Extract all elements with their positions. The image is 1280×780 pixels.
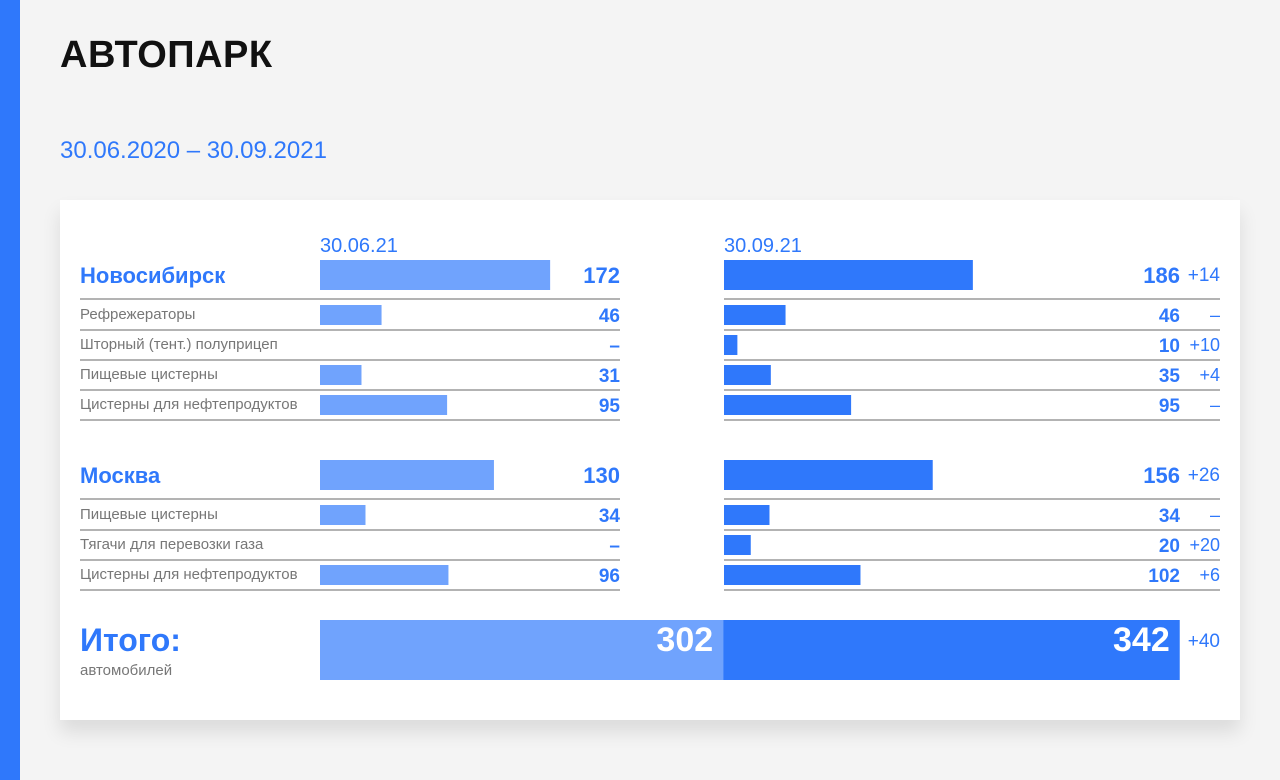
fleet-chart-card: 30.06.21 30.09.21 Новосибирск 172 186 +14 Рефр…	[60, 200, 1240, 720]
row-label: Пищевые цистерны	[80, 366, 218, 383]
column-date-2: 30.09.21	[724, 235, 802, 257]
left-accent-stripe	[0, 0, 20, 780]
row-value: 95	[1159, 396, 1181, 417]
row-delta: –	[1210, 505, 1220, 525]
row-bar	[724, 535, 751, 555]
group-delta: +26	[1188, 465, 1220, 486]
group-bar	[724, 460, 933, 490]
total-sublabel: автомобилей	[80, 662, 172, 679]
column-date-1: 30.06.21	[320, 235, 398, 257]
group-delta: +14	[1188, 265, 1221, 286]
row-value: 20	[1159, 536, 1180, 557]
group-value: 130	[583, 463, 620, 488]
row-value: 46	[1159, 306, 1180, 327]
row-bar	[724, 565, 861, 585]
row-label: Тягачи для перевозки газа	[80, 536, 264, 553]
fleet-chart: 30.06.21 30.09.21 Новосибирск 172 186 +14 Рефр…	[80, 235, 1221, 680]
row-value: –	[609, 536, 620, 557]
row-value: 46	[599, 306, 620, 327]
total-delta: +40	[1188, 631, 1220, 652]
row-delta: +4	[1199, 365, 1220, 385]
row-value: 102	[1148, 566, 1180, 587]
date-range: 30.06.2020 – 30.09.2021	[60, 137, 327, 164]
row-value: 10	[1159, 336, 1180, 357]
row-delta: –	[1210, 395, 1220, 415]
group-bar	[724, 260, 973, 290]
total-bar-2	[723, 620, 1180, 680]
row-delta: +6	[1199, 565, 1220, 585]
page-title: АВТОПАРК	[60, 34, 273, 76]
group-value: 156	[1143, 463, 1180, 488]
row-bar	[320, 505, 366, 525]
row-bar	[320, 395, 448, 415]
row-label: Цистерны для нефтепродуктов	[80, 396, 298, 413]
total-label: Итого:	[80, 622, 181, 658]
row-label: Цистерны для нефтепродуктов	[80, 566, 298, 583]
row-bar	[724, 335, 738, 355]
total-bar-1	[320, 620, 724, 680]
row-value: –	[609, 336, 620, 357]
row-bar	[724, 395, 852, 415]
row-bar	[724, 505, 770, 525]
row-delta: –	[1210, 305, 1220, 325]
row-bar	[724, 365, 771, 385]
group-value: 186	[1143, 263, 1180, 288]
row-label: Рефрежераторы	[80, 306, 195, 323]
row-value: 35	[1159, 366, 1181, 387]
row-delta: +10	[1189, 335, 1220, 355]
total-value-2: 342	[1113, 621, 1170, 659]
row-bar	[320, 365, 362, 385]
row-delta: +20	[1189, 535, 1220, 555]
row-value: 34	[1159, 506, 1181, 527]
row-value: 31	[599, 366, 621, 387]
row-value: 96	[599, 566, 620, 587]
row-value: 95	[599, 396, 621, 417]
group-value: 172	[583, 263, 620, 288]
group-bar	[320, 260, 551, 290]
group-name: Москва	[80, 463, 161, 488]
group-bar	[320, 460, 494, 490]
row-bar	[724, 305, 786, 325]
row-value: 34	[599, 506, 621, 527]
row-label: Шторный (тент.) полуприцеп	[80, 336, 278, 353]
row-bar	[320, 305, 382, 325]
total-value-1: 302	[656, 621, 713, 659]
row-label: Пищевые цистерны	[80, 506, 218, 523]
row-bar	[320, 565, 449, 585]
group-name: Новосибирск	[80, 263, 226, 288]
